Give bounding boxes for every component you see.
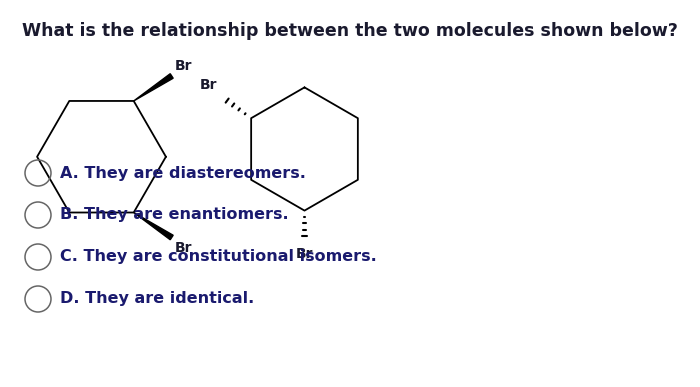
Polygon shape [134, 74, 173, 101]
Text: C. They are constitutional isomers.: C. They are constitutional isomers. [60, 250, 377, 264]
Text: B. They are enantiomers.: B. They are enantiomers. [60, 207, 288, 223]
Text: Br: Br [175, 59, 192, 73]
Polygon shape [134, 212, 173, 240]
Text: D. They are identical.: D. They are identical. [60, 291, 254, 307]
Text: Br: Br [175, 240, 192, 255]
Text: A. They are diastereomers.: A. They are diastereomers. [60, 166, 306, 180]
Text: Br: Br [199, 78, 217, 92]
Text: Br: Br [295, 247, 314, 260]
Text: What is the relationship between the two molecules shown below?: What is the relationship between the two… [22, 22, 678, 40]
